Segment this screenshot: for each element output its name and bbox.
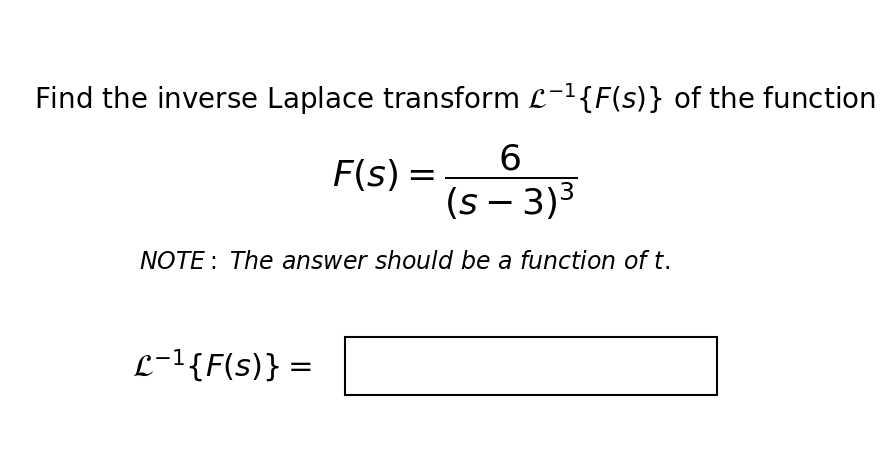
Text: Find the inverse Laplace transform $\mathcal{L}^{-1}\{F(s)\}$ of the function: Find the inverse Laplace transform $\mat… [34, 81, 876, 117]
Text: $\mathcal{L}^{-1}\{F(s)\} = $: $\mathcal{L}^{-1}\{F(s)\} = $ [131, 348, 312, 385]
Text: $\mathit{NOTE: \ The \ answer \ should \ be \ a \ function \ of \ } t\mathit{.}$: $\mathit{NOTE: \ The \ answer \ should \… [139, 249, 670, 274]
FancyBboxPatch shape [345, 337, 717, 395]
Text: $F(s) = \dfrac{6}{(s-3)^3}$: $F(s) = \dfrac{6}{(s-3)^3}$ [332, 143, 578, 222]
